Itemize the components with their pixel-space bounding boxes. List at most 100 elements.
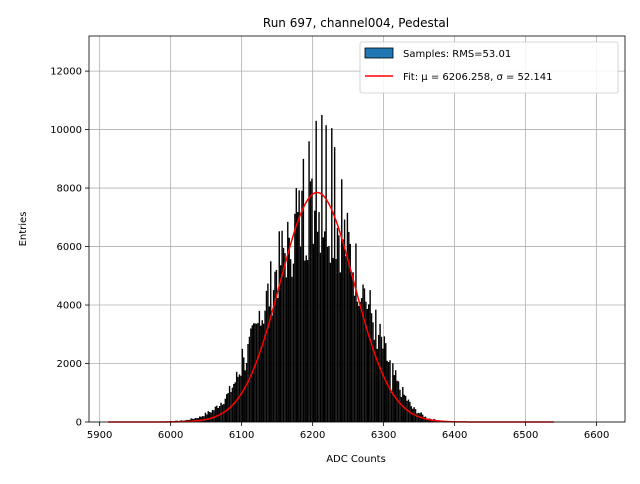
histogram-bar <box>347 213 348 422</box>
histogram-bar <box>318 212 319 422</box>
histogram-bar <box>215 407 216 422</box>
histogram-bar <box>379 324 380 422</box>
histogram-bar <box>368 304 369 422</box>
histogram-bar <box>291 277 292 422</box>
histogram-bar <box>381 337 382 422</box>
histogram-bar <box>274 272 275 422</box>
histogram-bar <box>202 416 203 422</box>
histogram-bar <box>200 417 201 422</box>
histogram-bar <box>412 409 413 422</box>
histogram-bar <box>226 394 227 422</box>
histogram-bar <box>342 240 343 422</box>
y-tick-label: 10000 <box>50 125 82 136</box>
y-tick-label: 8000 <box>57 184 82 195</box>
histogram-bar <box>236 372 237 422</box>
histogram-bar <box>279 231 280 422</box>
histogram-bar <box>208 411 209 422</box>
x-tick-label: 6200 <box>300 430 325 441</box>
histogram-bar <box>310 181 311 422</box>
legend-fit-label: Fit: μ = 6206.258, σ = 52.141 <box>403 72 553 83</box>
histogram-bar <box>298 190 299 422</box>
histogram-bar <box>314 211 315 422</box>
histogram-bar <box>320 253 321 422</box>
histogram-bar <box>281 231 282 422</box>
histogram-bar <box>308 141 309 422</box>
histogram-bar <box>264 311 265 422</box>
histogram-bar <box>311 179 312 422</box>
histogram-bar <box>401 397 402 422</box>
histogram-bar <box>375 310 376 422</box>
histogram-bar <box>416 413 417 422</box>
histogram-bar <box>325 125 326 422</box>
x-tick-label: 6000 <box>158 430 183 441</box>
histogram-bar <box>270 261 271 422</box>
histogram-bar <box>337 228 338 422</box>
histogram-bar <box>205 413 206 422</box>
histogram-bar <box>227 393 228 422</box>
histogram-bar <box>365 302 366 422</box>
histogram-bar <box>324 231 325 422</box>
x-tick-label: 6100 <box>229 430 254 441</box>
legend: Samples: RMS=53.01 Fit: μ = 6206.258, σ … <box>360 42 618 93</box>
histogram-bar <box>286 277 287 422</box>
histogram-bar <box>240 376 241 422</box>
histogram-bar <box>399 390 400 422</box>
histogram-bar <box>304 261 305 422</box>
histogram-bar <box>277 298 278 422</box>
histogram-bar <box>317 232 318 422</box>
histogram-bar <box>369 290 370 422</box>
histogram-bar <box>338 235 339 422</box>
y-tick-label: 12000 <box>50 67 82 78</box>
histogram-bar <box>361 298 362 422</box>
histogram-bar <box>382 349 383 422</box>
histogram-bar <box>315 121 316 422</box>
histogram-bar <box>266 291 267 422</box>
histogram-bar <box>293 264 294 422</box>
histogram-bar <box>364 288 365 422</box>
legend-histogram-label: Samples: RMS=53.01 <box>403 49 511 60</box>
histogram-bar <box>220 403 221 422</box>
legend-histogram-swatch <box>365 48 393 58</box>
histogram-bar <box>257 323 258 422</box>
histogram-bar <box>391 393 392 422</box>
x-axis-label: ADC Counts <box>326 454 386 465</box>
histogram-bar <box>313 244 314 422</box>
histogram-bar <box>209 412 210 422</box>
histogram-bar <box>259 311 260 422</box>
histogram-bar <box>352 272 353 422</box>
histogram-bar <box>267 283 268 422</box>
histogram-bar <box>271 315 272 422</box>
histogram-bar <box>340 272 341 422</box>
histogram-bar <box>388 362 389 422</box>
histogram-bar <box>386 361 387 422</box>
x-tick-label: 6400 <box>442 430 467 441</box>
histogram-bar <box>402 387 403 422</box>
y-tick-label: 4000 <box>57 301 82 312</box>
histogram-bar <box>351 275 352 422</box>
histogram-bar <box>327 247 328 422</box>
histogram-bar <box>262 320 263 422</box>
histogram-bar <box>212 410 213 422</box>
histogram-bar <box>334 147 335 422</box>
histogram-bar <box>246 363 247 422</box>
histogram-bar <box>358 306 359 422</box>
histogram-bar <box>335 259 336 422</box>
histogram-bar <box>284 253 285 422</box>
histogram-bar <box>354 296 355 422</box>
histogram-bar <box>330 263 331 422</box>
histogram-bar <box>297 212 298 422</box>
histogram-bar <box>362 285 363 422</box>
histogram-bar <box>394 375 395 422</box>
histogram-bar <box>321 115 322 422</box>
histogram-bar <box>323 237 324 422</box>
histogram-bar <box>306 255 307 422</box>
histogram-bar <box>371 313 372 422</box>
x-tick-label: 6300 <box>371 430 396 441</box>
histogram-bar <box>333 258 334 422</box>
histogram-bar <box>290 259 291 422</box>
histogram-bar <box>345 256 346 422</box>
histogram-bar <box>254 323 255 422</box>
histogram-bar <box>206 414 207 422</box>
chart-title: Run 697, channel004, Pedestal <box>263 16 449 30</box>
